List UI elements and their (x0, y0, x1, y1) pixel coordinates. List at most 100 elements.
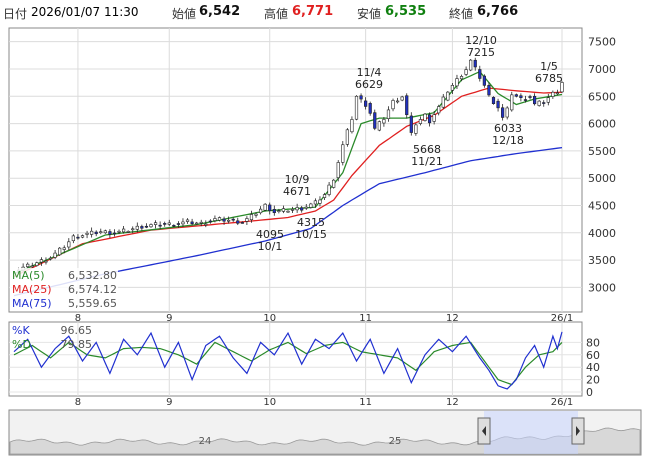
price-panel (8, 27, 583, 313)
candlestick-series (16, 57, 564, 275)
candle-body (122, 228, 126, 233)
candle-body (35, 262, 39, 266)
candle-body (277, 210, 281, 212)
annotation-line-2: 6629 (355, 78, 383, 91)
down-candle (112, 229, 117, 237)
candle-body (354, 95, 359, 120)
month-label: 12 (446, 397, 459, 408)
up-candle (44, 257, 48, 265)
up-candle (48, 256, 53, 261)
up-candle (103, 229, 107, 234)
candle-body (103, 230, 107, 234)
candle-body (469, 59, 473, 71)
price-y-tick: 7000 (588, 63, 616, 76)
high-label: 高値 (264, 7, 289, 21)
up-candle (80, 234, 85, 239)
candle-body (532, 95, 537, 105)
up-candle (277, 208, 281, 214)
candle-body (53, 252, 57, 258)
navigator-right-handle[interactable] (571, 417, 585, 445)
up-candle (245, 216, 249, 226)
candle-body (172, 224, 176, 227)
k-series (13, 331, 563, 390)
up-candle (67, 238, 71, 251)
up-candle (99, 228, 103, 235)
up-candle (290, 206, 295, 214)
candle-body (318, 199, 322, 204)
up-candle (181, 218, 185, 227)
ma5-line (13, 70, 563, 275)
up-candle (62, 245, 66, 254)
up-candle (217, 216, 222, 222)
down-candle (487, 82, 491, 97)
candle-body (423, 113, 427, 121)
candle-body (236, 220, 240, 224)
up-candle (377, 120, 381, 132)
up-candle (304, 204, 308, 210)
price-y-tick: 4000 (588, 227, 616, 240)
up-candle (560, 81, 564, 93)
down-candle (427, 112, 432, 127)
close-value: 6,766 (477, 4, 519, 19)
price-annotations: 10/94671409510/1431510/1511/46629566811/… (256, 34, 563, 253)
month-label: 8 (75, 313, 81, 324)
up-candle (418, 116, 423, 126)
candle-body (322, 194, 327, 198)
down-candle (501, 104, 505, 121)
up-candle (263, 203, 267, 212)
candle-body (231, 218, 235, 221)
candle-body (382, 119, 386, 124)
up-candle (153, 220, 158, 229)
candle-body (227, 219, 231, 222)
up-candle (35, 261, 39, 267)
price-y-tick: 3000 (588, 281, 616, 294)
candle-body (90, 230, 94, 235)
candle-body (185, 219, 190, 222)
candle-body (560, 82, 564, 93)
navigator-selection[interactable] (484, 411, 578, 454)
candle-body (94, 231, 98, 235)
up-candle (71, 234, 75, 244)
candle-body (555, 92, 560, 95)
candle-body (240, 222, 244, 224)
candle-body (341, 144, 345, 163)
candle-body (208, 220, 212, 223)
candle-body (48, 257, 53, 260)
up-candle (341, 141, 345, 166)
navigator-left-handle[interactable] (477, 417, 491, 445)
down-candle (514, 93, 518, 98)
candle-body (295, 207, 299, 211)
candle-body (245, 218, 249, 222)
candle-body (39, 259, 43, 263)
up-candle (309, 202, 313, 209)
candle-body (135, 225, 139, 230)
up-candle (459, 74, 464, 82)
stochastics-x-axis: 8 9 10 11 12 26/1 (75, 397, 573, 408)
candle-body (505, 107, 509, 118)
down-candle (542, 100, 546, 107)
candle-body (249, 214, 254, 221)
annotation-line-2: 11/21 (411, 155, 443, 168)
up-candle (551, 90, 555, 99)
down-candle (364, 97, 368, 110)
candle-body (190, 221, 194, 225)
navigator-year-label-24: 24 (199, 436, 212, 447)
down-candle (359, 93, 363, 103)
annotation-line-1: 6033 (494, 122, 522, 135)
candle-body (117, 230, 121, 233)
ma25-label: MA(25) (12, 283, 52, 296)
price-header: 日付 2026/01/07 11:30 始値 6,542 高値 6,771 安値… (0, 0, 653, 22)
candle-body (30, 265, 34, 268)
down-candle (373, 109, 377, 131)
up-candle (39, 257, 43, 266)
up-candle (85, 230, 89, 239)
candle-body (309, 203, 313, 208)
up-candle (135, 222, 139, 233)
candle-body (153, 222, 158, 225)
down-candle (519, 93, 523, 102)
